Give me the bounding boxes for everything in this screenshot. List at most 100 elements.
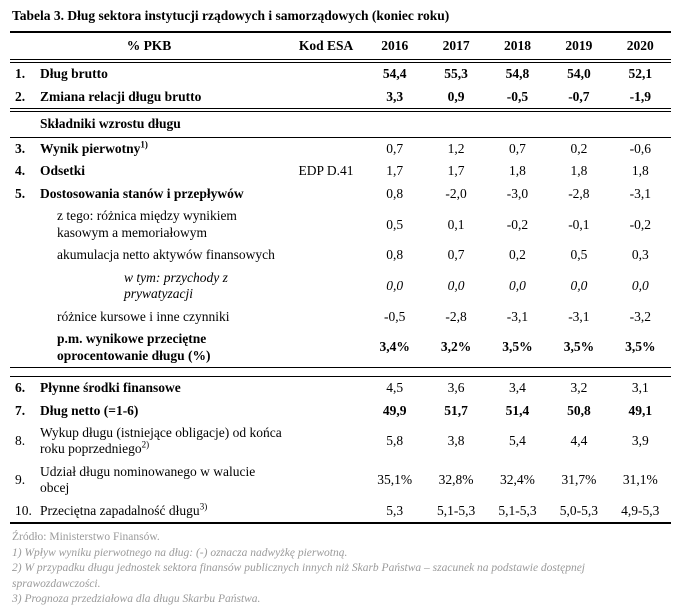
footnote-1: 1) Wpływ wyniku pierwotnego na dług: (-)… (12, 546, 348, 559)
row-label-text: p.m. wynikowe przeciętne oprocentowanie … (57, 331, 211, 363)
row-label-text: różnice kursowe i inne czynniki (57, 308, 230, 324)
value-cell: 1,8 (631, 163, 649, 179)
value-cell: 0,5 (570, 247, 588, 263)
value-cell: -3,1 (506, 308, 529, 324)
row-label-text: Wykup długu (istniejące obligacje) od ko… (40, 424, 282, 457)
value-cell: 0,0 (509, 277, 526, 293)
row-number: 7. (15, 402, 26, 418)
footnote-3: 3) Prognoza przedziałowa dla długu Skarb… (12, 593, 261, 606)
row-label: w tym: przychody z prywatyzacji (38, 267, 288, 306)
row-label-text: Zmiana relacji długu brutto (40, 88, 202, 104)
row-number (10, 267, 38, 306)
value-cell: 1,2 (447, 140, 465, 156)
esa-code: EDP D.41 (298, 163, 354, 179)
value-cell: 0,0 (386, 277, 404, 293)
table-row: 6. Płynne środki finansowe 4,5 3,6 3,4 3… (10, 377, 671, 400)
row-number: 10. (15, 502, 32, 518)
row-number: 9. (15, 472, 26, 488)
footnote-2: 2) W przypadku długu jednostek sektora f… (12, 562, 586, 590)
value-cell: 5,0-5,3 (559, 502, 598, 518)
value-cell: 3,4 (509, 380, 526, 396)
value-cell: 54,8 (505, 66, 530, 82)
table-row: 10. Przeciętna zapadalność długu3) 5,3 5… (10, 500, 671, 524)
row-label: Dług netto (=1-6) (38, 400, 288, 422)
esa-code (288, 400, 364, 422)
row-label: Zmiana relacji długu brutto (38, 86, 288, 110)
value-cell: -3,2 (629, 308, 651, 324)
row-label: z tego: różnica między wynikiem kasowym … (38, 205, 288, 244)
value-cell: -1,9 (629, 88, 651, 104)
value-cell: 31,1% (622, 472, 658, 488)
value-cell: 0,3 (631, 247, 649, 263)
value-cell: 31,7% (561, 472, 597, 488)
row-number (10, 110, 38, 137)
value-cell: 1,8 (570, 163, 588, 179)
row-label: Wynik pierwotny1) (38, 137, 288, 160)
row-label-text: Dług brutto (40, 66, 108, 82)
value-cell: 32,4% (500, 472, 535, 488)
value-cell: 0,8 (386, 247, 404, 263)
table-row: 9. Udział długu nominowanego w walucie o… (10, 461, 671, 500)
value-cell: 35,1% (377, 472, 413, 488)
value-cell: 55,3 (444, 66, 468, 82)
row-label: Przeciętna zapadalność długu3) (38, 500, 288, 523)
row-number: 1. (15, 66, 26, 82)
table-row: różnice kursowe i inne czynniki -0,5 -2,… (10, 306, 671, 328)
footnote-marker: 1) (140, 139, 148, 150)
row-label: Płynne środki finansowe (38, 377, 288, 400)
row-number: 5. (15, 185, 26, 201)
value-cell: 0,7 (386, 140, 404, 156)
value-cell: 3,2 (570, 380, 588, 396)
value-cell: 5,8 (386, 433, 404, 449)
value-cell: 49,9 (382, 402, 407, 418)
row-label: Odsetki (38, 160, 288, 182)
value-cell: 5,4 (509, 433, 526, 449)
value-cell: 1,8 (509, 163, 526, 179)
source-note: Źródło: Ministerstwo Finansów. (12, 531, 160, 544)
value-cell: 0,0 (631, 277, 649, 293)
value-cell: 4,9-5,3 (621, 502, 660, 518)
esa-code (288, 86, 364, 110)
value-cell: 0,5 (386, 216, 404, 232)
value-cell: 51,4 (505, 402, 530, 418)
value-cell: 3,4% (379, 339, 410, 355)
row-label: Dostosowania stanów i przepływów (38, 183, 288, 205)
value-cell: -0,1 (568, 216, 590, 232)
value-cell: -0,5 (506, 88, 529, 104)
value-cell: -0,6 (629, 140, 651, 156)
value-cell: -2,8 (445, 308, 467, 324)
value-cell: 0,2 (509, 247, 526, 263)
esa-code (288, 183, 364, 205)
value-cell: 0,0 (570, 277, 588, 293)
value-cell: 0,7 (509, 140, 526, 156)
value-cell: 1,7 (447, 163, 465, 179)
row-label-text: Płynne środki finansowe (40, 380, 181, 396)
row-label-text: Dług netto (=1-6) (40, 402, 139, 418)
section-header-row: Składniki wzrostu długu (10, 110, 671, 138)
row-number: 4. (15, 163, 26, 179)
year-header: 2020 (626, 38, 654, 53)
row-number (10, 306, 38, 328)
footnote-marker: 3) (199, 501, 208, 512)
value-cell: 5,1-5,3 (498, 502, 537, 518)
value-cell: 0,7 (447, 247, 465, 263)
row-label-text: Dostosowania stanów i przepływów (40, 185, 244, 201)
table-row: akumulacja netto aktywów finansowych 0,8… (10, 244, 671, 266)
value-cell: 3,3 (386, 88, 404, 104)
row-label-text: Przeciętna zapadalność długu (40, 502, 200, 518)
row-label-text: Udział długu nominowanego w walucie obce… (40, 463, 256, 496)
value-cell: 4,4 (570, 433, 588, 449)
row-number (10, 328, 38, 367)
table-row: 1. Dług brutto 54,4 55,3 54,8 54,0 52,1 (10, 61, 671, 85)
table-header-row: % PKB Kod ESA 2016 2017 2018 2019 2020 (10, 32, 671, 62)
esa-code (288, 377, 364, 400)
value-cell: 3,9 (631, 433, 649, 449)
esa-code (288, 500, 364, 523)
year-header: 2016 (381, 38, 409, 53)
value-cell: 49,1 (628, 402, 653, 418)
esa-code (288, 267, 364, 306)
debt-table: % PKB Kod ESA 2016 2017 2018 2019 2020 1… (10, 31, 671, 524)
value-cell: 0,8 (386, 185, 404, 201)
table-row: 7. Dług netto (=1-6) 49,9 51,7 51,4 50,8… (10, 400, 671, 422)
